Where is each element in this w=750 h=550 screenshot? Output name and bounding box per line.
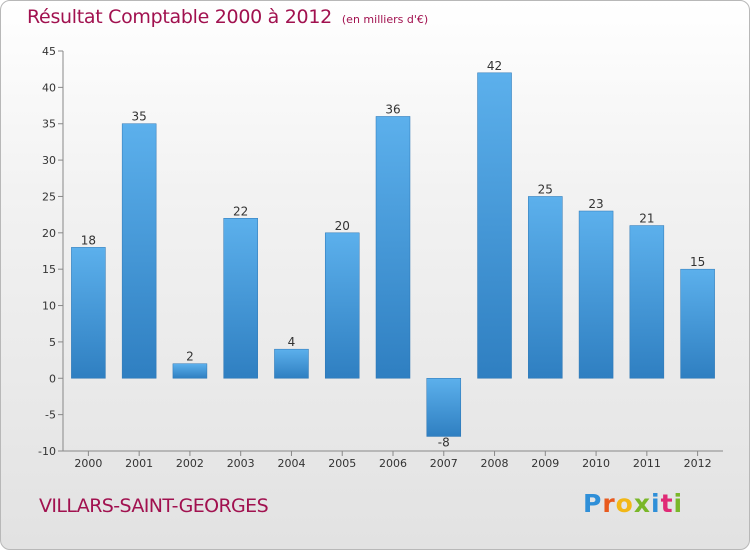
x-tick-label: 2012 xyxy=(684,457,712,470)
bar-2003 xyxy=(223,218,258,379)
x-tick-label: 2003 xyxy=(227,457,255,470)
x-tick-label: 2007 xyxy=(430,457,458,470)
data-label-2007: -8 xyxy=(438,435,450,449)
logo-letter: x xyxy=(633,489,651,518)
x-tick-label: 2001 xyxy=(125,457,153,470)
logo-letter: P xyxy=(583,489,603,518)
data-label-2002: 2 xyxy=(186,350,194,364)
x-tick-label: 2009 xyxy=(531,457,559,470)
data-label-2003: 22 xyxy=(233,204,248,218)
axes: -10 -5 0 5 10 15 20 25 30 35 40 45 2000 2001 2002 2003 2… xyxy=(38,45,723,470)
bar-2004 xyxy=(274,348,309,379)
y-tick-label: 35 xyxy=(42,118,56,131)
logo-letter: i xyxy=(651,489,661,518)
bar-2005 xyxy=(324,232,360,379)
title-row: Résultat Comptable 2000 à 2012 (en millie… xyxy=(27,6,428,28)
logo-letter: i xyxy=(673,489,684,518)
commune-name: VILLARS-SAINT-GEORGES xyxy=(39,495,269,517)
logo-letter: t xyxy=(660,489,674,518)
data-label-2011: 21 xyxy=(639,212,654,226)
x-tick-label: 2005 xyxy=(328,457,356,470)
bar-2012 xyxy=(680,268,715,379)
bar-2010 xyxy=(578,210,614,379)
bar-2011 xyxy=(629,225,665,379)
x-tick-label: 2011 xyxy=(633,457,661,470)
y-tick-label: 15 xyxy=(42,263,56,276)
bar-2002 xyxy=(172,363,208,379)
y-tick-label: 5 xyxy=(49,336,56,349)
y-tick-label: 20 xyxy=(42,227,56,240)
data-label-2005: 20 xyxy=(335,219,350,233)
y-tick-label: 25 xyxy=(42,190,56,203)
data-label-2012: 15 xyxy=(690,255,705,269)
logo-letter: o xyxy=(615,489,634,518)
data-label-2004: 4 xyxy=(288,335,296,349)
bar-2008 xyxy=(477,72,512,379)
y-tick-label: 45 xyxy=(42,45,56,58)
x-tick-label: 2000 xyxy=(74,457,102,470)
bar-2001 xyxy=(121,123,157,379)
y-tick-label: 40 xyxy=(42,81,56,94)
y-tick-label: 0 xyxy=(49,372,56,385)
bars xyxy=(71,72,715,437)
x-tick-label: 2010 xyxy=(582,457,610,470)
chart-title: Résultat Comptable 2000 à 2012 xyxy=(27,6,332,28)
data-label-2000: 18 xyxy=(81,233,96,247)
logo-letter: r xyxy=(602,489,616,518)
proxiti-logo: Proxiti xyxy=(583,489,683,518)
y-tick-label: -5 xyxy=(45,409,56,422)
y-tick-label: 30 xyxy=(42,154,56,167)
bar-2000 xyxy=(71,247,106,379)
x-tick-label: 2006 xyxy=(379,457,407,470)
bar-2007 xyxy=(426,378,462,437)
x-tick-label: 2002 xyxy=(176,457,204,470)
data-label-2006: 36 xyxy=(385,102,400,116)
x-tick-label: 2004 xyxy=(277,457,305,470)
x-tick-label: 2008 xyxy=(481,457,509,470)
data-label-2010: 23 xyxy=(588,197,603,211)
data-label-2009: 25 xyxy=(538,182,553,196)
y-tick-label: -10 xyxy=(38,445,56,458)
data-label-2001: 35 xyxy=(132,110,147,124)
chart-subtitle: (en milliers d'€) xyxy=(341,13,429,26)
bar-2009 xyxy=(528,196,563,379)
y-tick-label: 10 xyxy=(42,300,56,313)
bar-2006 xyxy=(375,116,411,379)
data-label-2008: 42 xyxy=(487,59,502,73)
